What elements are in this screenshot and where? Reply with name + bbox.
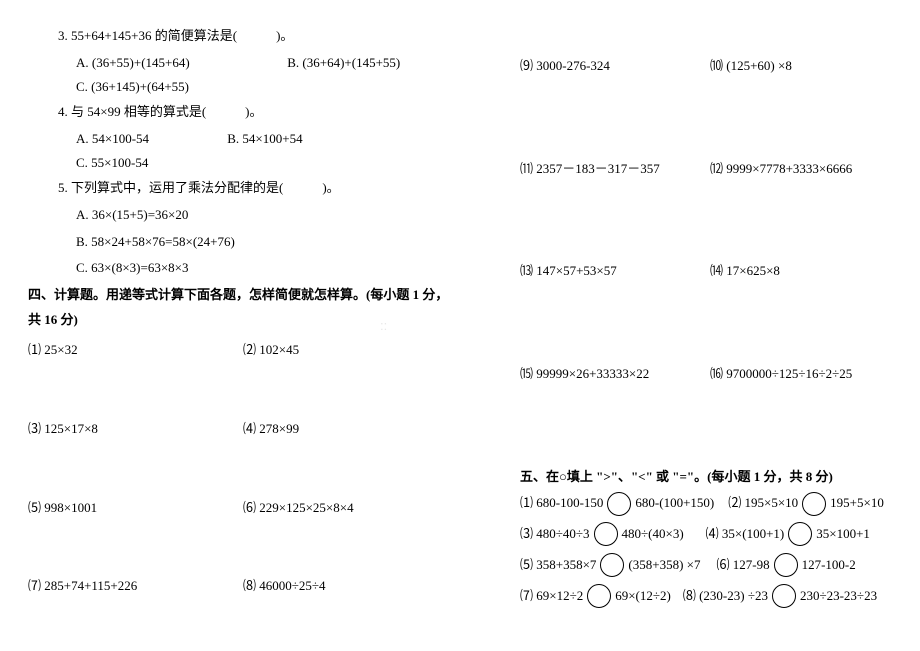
calc-15: ⒂ 99999×26+33333×22: [520, 362, 710, 387]
q4-a: A. 54×100-54: [76, 127, 196, 152]
calc-6: ⑹ 229×125×25×8×4: [243, 496, 458, 521]
fill-row-1: ⑴ 680-100-150 680-(100+150) ⑵ 195×5×10 1…: [520, 491, 900, 516]
calc-4: ⑷ 278×99: [243, 417, 458, 442]
left-column: 3. 55+64+145+36 的简便算法是( )。 A. (36+55)+(1…: [28, 24, 458, 609]
circle-blank: [774, 553, 798, 577]
q4-num: 4.: [58, 104, 68, 119]
calc-row-r4: ⒂ 99999×26+33333×22 ⒃ 9700000÷125÷16÷2÷2…: [520, 362, 900, 387]
fill-row-2: ⑶ 480÷40÷3 480÷(40×3) ⑷ 35×(100+1) 35×10…: [520, 522, 900, 547]
calc-2: ⑵ 102×45: [243, 338, 458, 363]
q3-opts-c: C. (36+145)+(64+55): [28, 75, 458, 100]
q5-num: 5.: [58, 180, 68, 195]
circle-blank: [802, 492, 826, 516]
calc-row-1: ⑴ 25×32 ⑵ 102×45: [28, 338, 458, 363]
f2b-l: ⑷ 35×(100+1): [706, 522, 785, 547]
calc-7: ⑺ 285+74+115+226: [28, 574, 243, 599]
f3b-r: 127-100-2: [802, 553, 856, 578]
calc-5: ⑸ 998×1001: [28, 496, 243, 521]
calc-9: ⑼ 3000-276-324: [520, 54, 710, 79]
q3-opts-ab: A. (36+55)+(145+64) B. (36+64)+(145+55): [28, 51, 458, 76]
circle-blank: [587, 584, 611, 608]
q4-text: 与 54×99 相等的算式是( )。: [71, 104, 263, 119]
f2b-r: 35×100+1: [816, 522, 870, 547]
q3-b: B. (36+64)+(145+55): [287, 51, 400, 76]
f4a-l: ⑺ 69×12÷2: [520, 584, 583, 609]
calc-12: ⑿ 9999×7778+3333×6666: [710, 157, 900, 182]
calc-14: ⒁ 17×625×8: [710, 259, 900, 284]
circle-blank: [600, 553, 624, 577]
calc-16: ⒃ 9700000÷125÷16÷2÷25: [710, 362, 900, 387]
f2a-l: ⑶ 480÷40÷3: [520, 522, 590, 547]
q5-stem: 5. 下列算式中，运用了乘法分配律的是( )。: [28, 176, 458, 201]
q3-c: C. (36+145)+(64+55): [76, 75, 189, 100]
calc-10: ⑽ (125+60) ×8: [710, 54, 900, 79]
section-5-header: 五、在○填上 ">"、"<" 或 "="。(每小题 1 分，共 8 分): [520, 465, 900, 490]
calc-11: ⑾ 2357－183－317－357: [520, 157, 710, 182]
calc-row-r3: ⒀ 147×57+53×57 ⒁ 17×625×8: [520, 259, 900, 284]
f1a-r: 680-(100+150): [635, 491, 714, 516]
q3-a: A. (36+55)+(145+64): [76, 51, 256, 76]
calc-row-3: ⑸ 998×1001 ⑹ 229×125×25×8×4: [28, 496, 458, 521]
calc-13: ⒀ 147×57+53×57: [520, 259, 710, 284]
q4-b: B. 54×100+54: [227, 127, 347, 152]
f4b-l: ⑻ (230-23) ÷23: [683, 584, 768, 609]
f1b-l: ⑵ 195×5×10: [728, 491, 798, 516]
section-4-header: 四、计算题。用递等式计算下面各题，怎样简便就怎样算。(每小题 1 分，共 16 …: [28, 283, 458, 332]
f4b-r: 230÷23-23÷23: [800, 584, 877, 609]
f4a-r: 69×(12÷2): [615, 584, 671, 609]
calc-1: ⑴ 25×32: [28, 338, 243, 363]
calc-8: ⑻ 46000÷25÷4: [243, 574, 458, 599]
q3-num: 3.: [58, 28, 68, 43]
f3a-l: ⑸ 358+358×7: [520, 553, 596, 578]
calc-3: ⑶ 125×17×8: [28, 417, 243, 442]
f1a-l: ⑴ 680-100-150: [520, 491, 603, 516]
right-column: ⑼ 3000-276-324 ⑽ (125+60) ×8 ⑾ 2357－183－…: [520, 24, 900, 614]
q3-text: 55+64+145+36 的简便算法是( )。: [71, 28, 293, 43]
q5-text: 下列算式中，运用了乘法分配律的是( )。: [71, 180, 340, 195]
calc-row-2: ⑶ 125×17×8 ⑷ 278×99: [28, 417, 458, 442]
q4-stem: 4. 与 54×99 相等的算式是( )。: [28, 100, 458, 125]
q5-a: A. 36×(15+5)=36×20: [28, 203, 458, 228]
f1b-r: 195+5×10: [830, 491, 884, 516]
circle-blank: [607, 492, 631, 516]
q5-c: C. 63×(8×3)=63×8×3: [28, 256, 458, 281]
f3b-l: ⑹ 127-98: [717, 553, 770, 578]
q4-c: C. 55×100-54: [76, 151, 148, 176]
calc-row-r1: ⑼ 3000-276-324 ⑽ (125+60) ×8: [520, 54, 900, 79]
q4-opts: A. 54×100-54 B. 54×100+54 C. 55×100-54: [28, 127, 458, 176]
fill-row-4: ⑺ 69×12÷2 69×(12÷2) ⑻ (230-23) ÷23 230÷2…: [520, 584, 900, 609]
q5-b: B. 58×24+58×76=58×(24+76): [28, 230, 458, 255]
f3a-r: (358+358) ×7: [628, 553, 700, 578]
f2a-r: 480÷(40×3): [622, 522, 684, 547]
circle-blank: [788, 522, 812, 546]
q3-stem: 3. 55+64+145+36 的简便算法是( )。: [28, 24, 458, 49]
fill-row-3: ⑸ 358+358×7 (358+358) ×7 ⑹ 127-98 127-10…: [520, 553, 900, 578]
circle-blank: [772, 584, 796, 608]
circle-blank: [594, 522, 618, 546]
calc-row-4: ⑺ 285+74+115+226 ⑻ 46000÷25÷4: [28, 574, 458, 599]
calc-row-r2: ⑾ 2357－183－317－357 ⑿ 9999×7778+3333×6666: [520, 157, 900, 182]
